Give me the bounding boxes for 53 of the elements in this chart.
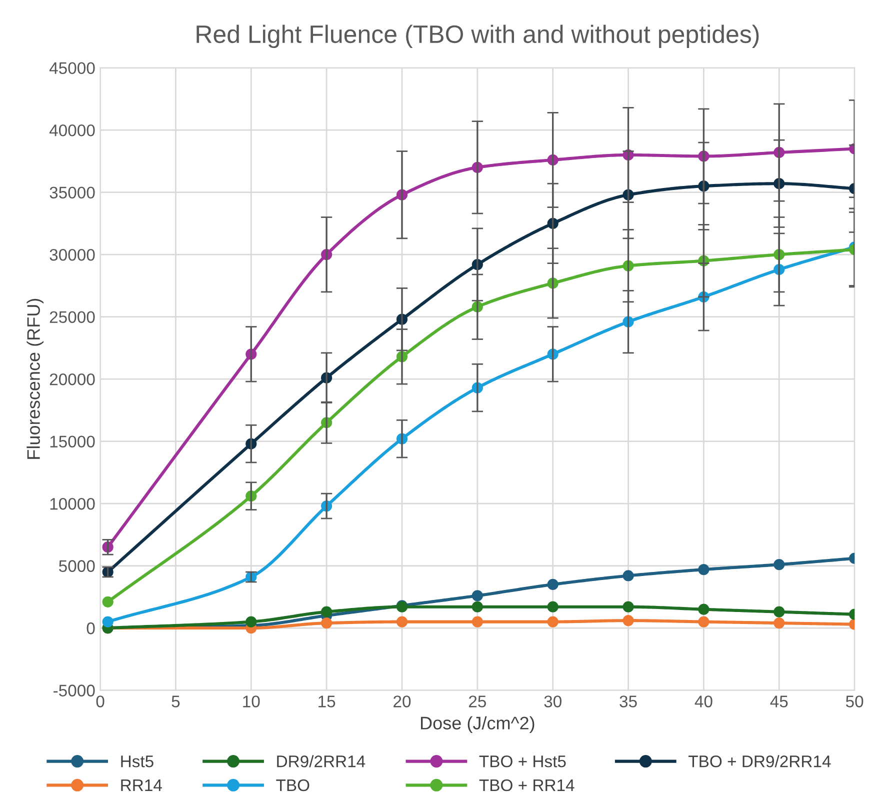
point: [774, 606, 785, 618]
point: [698, 604, 710, 615]
x-tick-label: 15: [318, 696, 336, 708]
x-tick-label: 45: [770, 696, 788, 708]
y-tick-label: 0: [86, 622, 95, 634]
point: [622, 615, 634, 626]
legend-label: RR14: [121, 780, 162, 792]
y-tick-label: -5000: [54, 684, 95, 696]
legend-label: TBO + RR14: [479, 779, 574, 792]
point: [472, 601, 483, 612]
y-tick-label: 30000: [50, 248, 95, 261]
x-tick-label: 40: [694, 696, 712, 708]
x-tick-label: 20: [394, 696, 411, 708]
point: [547, 601, 558, 612]
y-tick-label: 5000: [59, 560, 95, 572]
legend-label: Hst5: [121, 756, 154, 768]
y-tick-label: 35000: [50, 186, 95, 199]
y-tick-label: 45000: [49, 62, 95, 74]
y-axis-title: Fluorescence (RFU): [26, 298, 44, 459]
y-tick-label: 25000: [50, 311, 95, 324]
point: [321, 617, 332, 629]
point: [321, 606, 332, 618]
x-tick-label: 10: [243, 696, 260, 708]
point: [774, 617, 785, 629]
point: [396, 616, 408, 628]
chart-title: Red Light Fluence (TBO with and without peptides): [196, 24, 759, 48]
point: [472, 616, 483, 628]
y-tick-label: 10000: [50, 498, 95, 510]
legend-label: DR9/2RR14: [277, 755, 366, 768]
point: [547, 616, 558, 628]
legend-label: TBO + Hst5: [479, 756, 566, 768]
point: [774, 558, 785, 570]
point: [698, 564, 710, 576]
x-tick-label: 5: [172, 696, 180, 708]
x-tick-label: 25: [468, 696, 486, 708]
point: [102, 596, 114, 608]
x-tick-label: 50: [846, 696, 864, 708]
x-tick-label: 30: [544, 696, 562, 708]
y-tick-label: 15000: [50, 436, 95, 448]
point: [246, 616, 257, 628]
point: [472, 590, 483, 602]
point: [102, 616, 114, 628]
legend-label: TBO + DR9/2RR14: [688, 755, 831, 768]
x-tick-label: 35: [620, 696, 637, 708]
point: [547, 578, 558, 590]
y-tick-label: 20000: [50, 373, 95, 386]
y-tick-label: 40000: [49, 124, 95, 136]
point: [622, 570, 634, 582]
point: [622, 601, 634, 612]
point: [698, 616, 710, 628]
x-axis-title: Dose (J/cm^2): [420, 716, 534, 734]
x-tick-label: 0: [96, 696, 104, 708]
legend-label: TBO: [276, 779, 310, 792]
